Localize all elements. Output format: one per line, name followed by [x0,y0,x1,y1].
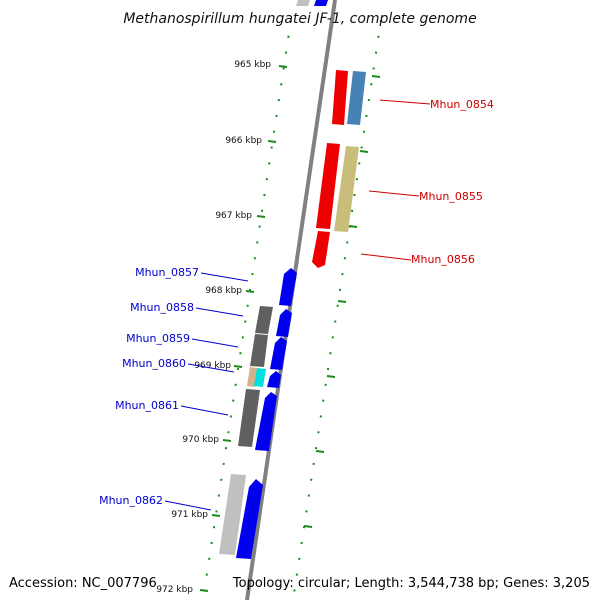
gene-feature-mhun-0854[interactable] [332,70,348,125]
tick-label: 969 kbp [194,361,231,371]
tick-mark [222,439,232,442]
tick-mark [256,215,266,218]
gene-feature-mhun-0855-b[interactable] [334,146,359,232]
gene-label[interactable]: Mhun_0860 [122,357,186,370]
gene-feature-mhun-0855[interactable] [316,143,340,229]
gene-feature-mhun-0859[interactable] [250,334,268,367]
tick-mark [278,65,288,68]
tick-label: 968 kbp [205,286,242,296]
tick-mark [371,75,381,78]
tick-mark [326,375,336,378]
gene-feature-mhun-0862[interactable] [219,474,246,555]
gene-feature-mhun-0860-b[interactable] [254,368,266,387]
tick-mark [359,150,369,153]
tick-label: 970 kbp [182,435,219,445]
tick-label: 965 kbp [234,60,271,70]
gene-feature-mhun-0856[interactable] [312,231,330,268]
gene-label[interactable]: Mhun_0857 [135,266,199,279]
left-guide-dots [202,19,292,600]
tick-label: 967 kbp [215,211,252,221]
gene-feature-mhun-0861-b[interactable] [255,392,277,451]
label-leader [360,253,412,261]
label-leader [191,338,239,348]
gene-label[interactable]: Mhun_0861 [115,399,179,412]
tick-mark [348,225,358,228]
tick-mark [211,514,221,517]
tick-label: 966 kbp [225,136,262,146]
gene-feature[interactable] [296,0,310,6]
map-title: Methanospirillum hungatei JF-1, complete… [123,11,476,27]
tick-mark [233,365,243,368]
gene-feature-mhun-0860-c[interactable] [267,371,281,388]
gene-feature-mhun-0860[interactable] [247,367,257,387]
gene-feature-mhun-0861[interactable] [238,389,260,447]
gene-feature-mhun-0858-b[interactable] [276,309,292,337]
topology-text: Topology: circular; Length: 3,544,738 bp… [232,576,590,591]
tick-mark [199,589,209,592]
gene-label[interactable]: Mhun_0862 [99,494,163,507]
tick-mark [315,450,325,453]
tick-mark [245,290,255,293]
gene-feature-mhun-0854-b[interactable] [347,71,366,125]
label-leader [368,190,420,197]
gene-feature-mhun-0858[interactable] [255,306,273,334]
tick-label: 972 kbp [156,585,193,595]
label-leader [164,500,212,511]
label-leader [187,363,235,373]
gene-feature-mhun-0857[interactable] [279,268,297,306]
label-leader [195,307,244,317]
label-leader [379,99,431,105]
tick-label: 971 kbp [171,510,208,520]
gene-label[interactable]: Mhun_0856 [411,253,475,266]
tick-mark [337,300,347,303]
gene-label[interactable]: Mhun_0859 [126,332,190,345]
gene-feature-mhun-0862-b[interactable] [236,479,263,559]
gene-label[interactable]: Mhun_0858 [130,301,194,314]
gene-feature-mhun-0859-b[interactable] [270,337,287,370]
label-leader [200,272,249,282]
accession-text: Accession: NC_007796 [9,576,157,591]
label-leader [180,405,229,416]
right-guide-dots [292,19,382,600]
gene-feature[interactable] [314,0,328,6]
gene-label[interactable]: Mhun_0855 [419,190,483,203]
tick-mark [303,525,313,528]
tick-mark [267,140,277,143]
gene-label[interactable]: Mhun_0854 [430,98,494,111]
